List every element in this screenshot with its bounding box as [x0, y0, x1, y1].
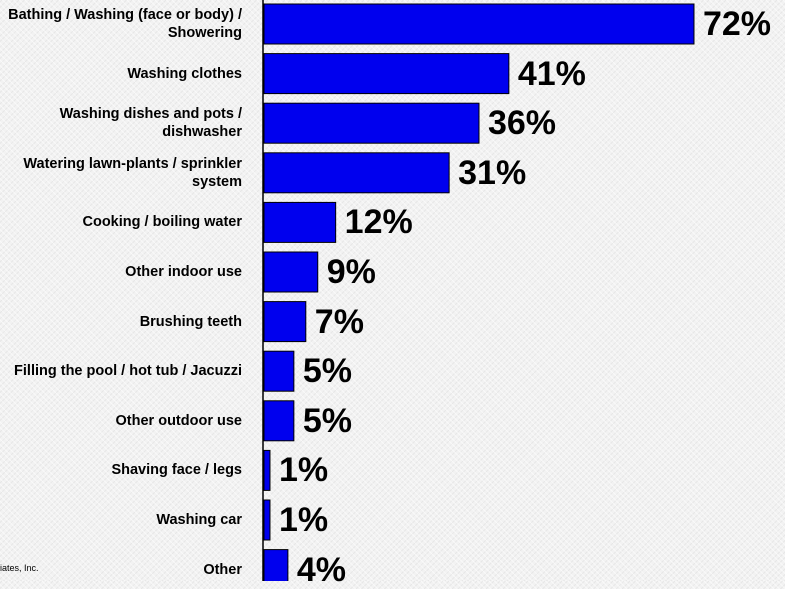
bar: [263, 201, 337, 243]
data-label: 5%: [302, 352, 352, 391]
category-label: Watering lawn-plants / sprinkler system: [23, 155, 242, 190]
data-label: 41%: [517, 54, 586, 93]
bar: [263, 350, 295, 392]
category-label: Other: [203, 561, 242, 578]
category-label: Brushing teeth: [139, 313, 242, 330]
bar: [263, 499, 271, 541]
category-label: Washing dishes and pots / dishwasher: [59, 106, 242, 141]
data-label: 72%: [702, 5, 772, 43]
data-label: 1%: [278, 451, 329, 490]
bar: [263, 53, 510, 95]
data-label: 9%: [326, 253, 376, 291]
data-label: 1%: [278, 501, 329, 539]
data-label: 5%: [302, 401, 352, 440]
category-label: Cooking / boiling water: [82, 214, 243, 231]
data-label: 12%: [344, 203, 413, 242]
data-label: 36%: [487, 104, 557, 143]
bar: [263, 152, 450, 194]
category-label: Bathing / Washing (face or body) / Showe…: [8, 7, 242, 41]
category-label: Shaving face / legs: [111, 462, 242, 479]
data-label: 4%: [296, 550, 347, 589]
footnote: iates, Inc.: [0, 563, 39, 573]
category-label: Washing car: [156, 512, 242, 528]
bar: [263, 301, 307, 343]
data-label: 7%: [314, 302, 364, 341]
bar: [263, 549, 289, 581]
bar: [263, 102, 480, 144]
category-label: Other outdoor use: [115, 412, 242, 429]
bar: [263, 251, 319, 293]
data-label: 31%: [458, 153, 527, 192]
category-label: Filling the pool / hot tub / Jacuzzi: [14, 363, 242, 380]
bar: [263, 449, 271, 491]
bar: [263, 3, 695, 45]
category-label: Other indoor use: [125, 264, 242, 280]
bar: [263, 400, 295, 442]
category-label: Washing clothes: [127, 65, 242, 82]
